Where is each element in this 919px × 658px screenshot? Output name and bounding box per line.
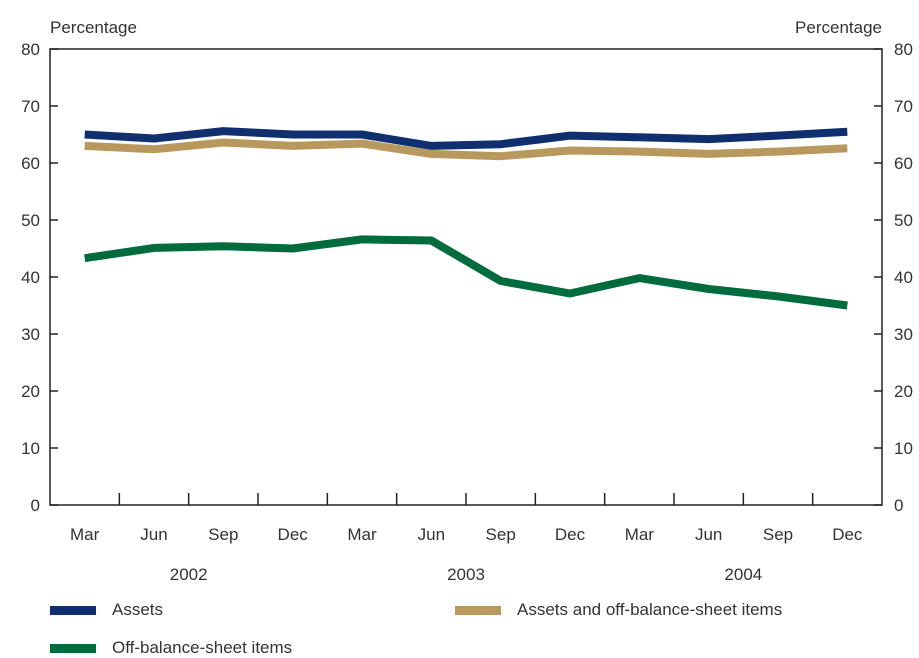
y-tick-label-left: 70 (21, 97, 40, 116)
series-line-2 (84, 235, 848, 310)
right-axis-title: Percentage (795, 18, 882, 37)
y-tick-label-right: 70 (894, 97, 913, 116)
x-tick-label: Dec (832, 525, 863, 544)
y-tick-label-right: 60 (894, 154, 913, 173)
x-tick-label: Sep (763, 525, 793, 544)
year-label: 2004 (724, 565, 762, 584)
axis-labels: 0 0 10 10 20 20 30 30 40 40 50 50 60 60 70 70 80 80 Mar Jun… (21, 18, 913, 584)
y-tick-label-right: 0 (894, 496, 903, 515)
x-tick-label: Mar (625, 525, 655, 544)
y-tick-label-left: 80 (21, 40, 40, 59)
x-tick-label: Jun (695, 525, 722, 544)
y-tick-label-right: 10 (894, 439, 913, 458)
y-tick-label-left: 20 (21, 382, 40, 401)
y-tick-label-left: 30 (21, 325, 40, 344)
y-tick-label-left: 0 (31, 496, 40, 515)
series-line-1 (84, 138, 848, 161)
series-line-0 (84, 127, 848, 150)
y-tick-label-right: 40 (894, 268, 913, 287)
x-tick-label: Dec (278, 525, 309, 544)
y-tick-label-right: 80 (894, 40, 913, 59)
plot-frame (49, 48, 883, 506)
year-label: 2002 (170, 565, 208, 584)
x-tick-label: Sep (486, 525, 516, 544)
x-tick-label: Sep (208, 525, 238, 544)
year-label: 2003 (447, 565, 485, 584)
y-tick-label-right: 20 (894, 382, 913, 401)
y-tick-label-left: 10 (21, 439, 40, 458)
x-tick-label: Mar (70, 525, 100, 544)
x-tick-label: Jun (418, 525, 445, 544)
x-tick-label: Dec (555, 525, 586, 544)
y-tick-label-left: 50 (21, 211, 40, 230)
x-tick-label: Jun (140, 525, 167, 544)
y-tick-label-left: 60 (21, 154, 40, 173)
axes (49, 48, 883, 506)
left-axis-title: Percentage (50, 18, 137, 37)
x-tick-label: Mar (347, 525, 377, 544)
y-tick-label-right: 50 (894, 211, 913, 230)
y-tick-label-left: 40 (21, 268, 40, 287)
series-lines (84, 127, 848, 310)
y-tick-label-right: 30 (894, 325, 913, 344)
